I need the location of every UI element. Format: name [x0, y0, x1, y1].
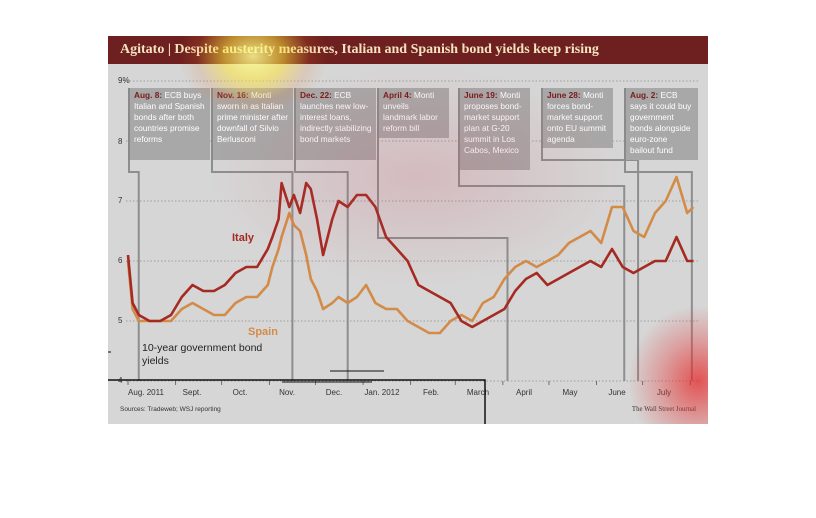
x-tick-label: July	[656, 388, 672, 397]
x-tick-label: Nov.	[279, 388, 295, 397]
event-box-june28: June 28: Monti forces bond-market suppor…	[541, 88, 613, 148]
title-bar: Agitato | Despite austerity measures, It…	[108, 36, 708, 64]
y-tick-label: 5	[118, 316, 123, 325]
chart-figure: Agitato | Despite austerity measures, It…	[108, 36, 708, 424]
event-date: June 28:	[547, 90, 581, 100]
event-leader-line	[128, 160, 140, 381]
event-date: Aug. 2:	[630, 90, 659, 100]
y-tick-label: 8	[118, 137, 123, 146]
event-text: ECB says it could buy government bonds a…	[630, 90, 692, 155]
event-box-april4: April 4: Monti unveils landmark labor re…	[377, 88, 449, 138]
event-leader-line	[458, 170, 626, 381]
event-date: June 19:	[464, 90, 498, 100]
event-text: Monti unveils landmark labor reform bill	[383, 90, 438, 133]
x-tick-label: Feb.	[422, 388, 440, 397]
event-date: Dec. 22:	[300, 90, 332, 100]
source-note: Sources: Tradeweb; WSJ reporting	[120, 406, 221, 413]
series-line-spain	[126, 175, 695, 335]
event-box-aug8: Aug. 8: ECB buys Italian and Spanish bon…	[128, 88, 210, 160]
y-tick-label: 6	[118, 256, 123, 265]
y-tick-label: 7	[118, 196, 123, 205]
chart-title: Agitato | Despite austerity measures, It…	[120, 42, 599, 57]
series-label-italy: Italy	[232, 232, 255, 244]
x-tick-label: Sept.	[182, 388, 202, 397]
x-tick-label: Oct.	[232, 388, 248, 397]
y-tick-label: 4	[118, 376, 123, 385]
event-box-nov16: Nov. 16: Monti sworn in as Italian prime…	[211, 88, 293, 160]
x-tick-label: May	[562, 388, 578, 397]
event-leader-line	[294, 160, 349, 381]
event-leader-line	[377, 138, 509, 381]
event-date: Aug. 8:	[134, 90, 163, 100]
publisher-credit: The Wall Street Journal	[631, 406, 696, 413]
event-text: Monti forces bond-market support onto EU…	[547, 90, 607, 144]
y-tick-label: 9%	[118, 76, 130, 85]
y-axis-label: 10-year government bond yields	[142, 342, 263, 367]
event-text: Monti proposes bond-market support plan …	[464, 90, 522, 155]
x-tick-label: Aug. 2011	[128, 388, 164, 397]
event-box-june19: June 19: Monti proposes bond-market supp…	[458, 88, 530, 170]
event-leader-line	[211, 160, 294, 381]
x-tick-label: Jan. 2012	[364, 388, 400, 397]
event-date: Nov. 16:	[217, 90, 249, 100]
chart-plot-svg	[126, 80, 700, 385]
series-line-italy	[126, 181, 694, 329]
x-tick-label: April	[515, 388, 533, 397]
x-tick-label: March	[466, 388, 490, 397]
event-box-aug2: Aug. 2: ECB says it could buy government…	[624, 88, 698, 160]
event-text: ECB launches new low-interest loans, ind…	[300, 90, 372, 144]
event-leader-line	[624, 160, 693, 381]
x-tick-label: June	[608, 388, 626, 397]
x-tick-label: Dec.	[325, 388, 343, 397]
series-label-spain: Spain	[248, 326, 278, 338]
event-box-dec22: Dec. 22: ECB launches new low-interest l…	[294, 88, 376, 160]
event-date: April 4:	[383, 90, 412, 100]
